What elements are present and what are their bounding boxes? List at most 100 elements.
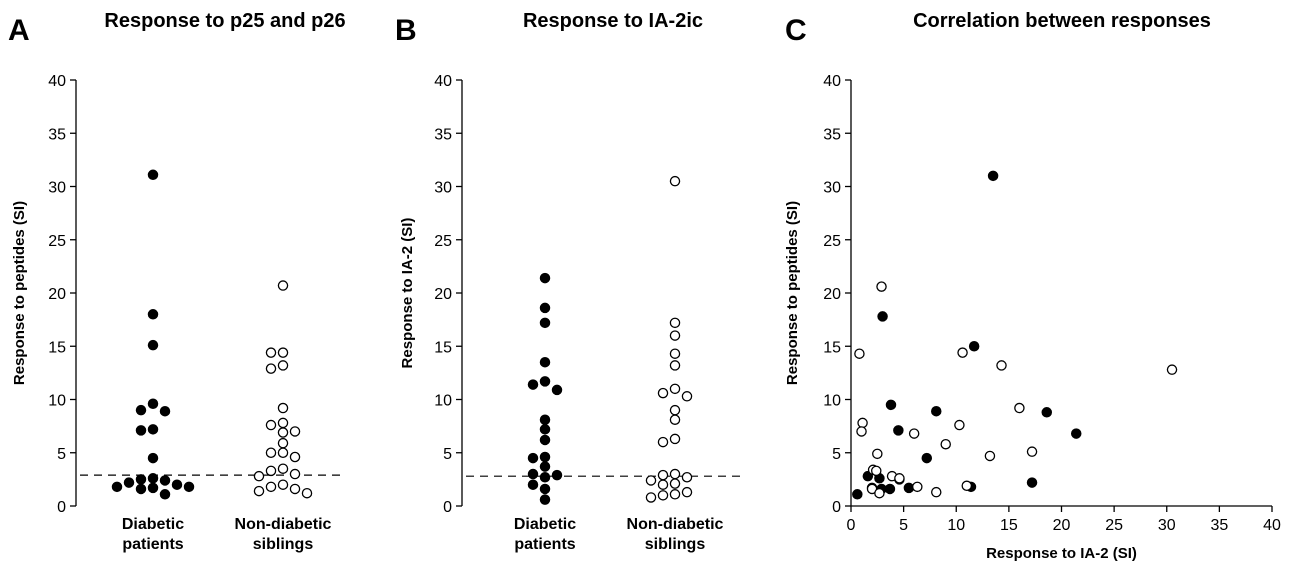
- panel-c-sibling-point: [874, 487, 885, 499]
- panel-a-y-tick-label: 35: [48, 126, 66, 143]
- panel-c-patient-point: [1026, 477, 1038, 488]
- panel-b-y-tick-label: 40: [434, 73, 452, 90]
- panel-c-y-tick-label: 5: [832, 446, 841, 463]
- panel-a-sibling-point: [265, 465, 277, 477]
- panel-c-sibling-point: [912, 481, 923, 493]
- panel-b-letter: B: [395, 14, 417, 47]
- panel-c-x-tick-label: 35: [1210, 517, 1228, 534]
- panel-b-patient-point: [527, 379, 539, 390]
- panel-b-y-tick-label: 0: [443, 499, 452, 516]
- panel-b-y-tick-label: 25: [434, 233, 452, 250]
- panel-c-patient-point: [987, 170, 999, 182]
- panel-c-x-axis-label: Response to IA-2 (SI): [986, 545, 1137, 562]
- panel-b-sibling-point: [669, 433, 681, 445]
- panel-b-patient-point: [539, 494, 551, 505]
- panel-c-patient-point: [968, 340, 980, 352]
- panel-a-sibling-point: [253, 485, 265, 497]
- panel-a-sibling-point: [265, 347, 277, 358]
- panel-a-sibling-point: [277, 427, 289, 438]
- panel-c-patient-point: [852, 489, 863, 500]
- panel-c-sibling-point: [1014, 402, 1025, 414]
- panel-b-y-tick-label: 30: [434, 180, 452, 197]
- panel-a-patient-point: [159, 489, 171, 500]
- panel-c-y-tick-label: 20: [823, 286, 841, 303]
- panel-a-y-tick-label: 15: [48, 339, 66, 356]
- panel-a-y-tick-label: 10: [48, 393, 66, 410]
- panel-a-y-tick-label: 30: [48, 180, 66, 197]
- panel-b-y-tick-label: 5: [443, 446, 452, 463]
- panel-a-y-axis-label: Response to peptides (SI): [11, 201, 28, 385]
- panel-a-sibling-point: [289, 468, 301, 480]
- panel-b-sibling-point: [681, 486, 693, 498]
- panel-b-patient-point: [539, 414, 551, 425]
- panel-b-sibling-point: [669, 383, 681, 395]
- panel-c-patient-point: [903, 482, 915, 494]
- panel-b-sibling-point: [669, 489, 681, 500]
- panel-c-sibling-point: [908, 428, 920, 439]
- panel-b-sibling-point: [669, 478, 681, 489]
- panel-a-category-label: Non-diabetic siblings: [235, 516, 332, 553]
- panel-b-patient-point: [551, 469, 563, 481]
- panel-a-patient-point: [171, 479, 183, 490]
- panel-b-patient-point: [539, 424, 551, 435]
- panel-a-sibling-point: [277, 347, 289, 358]
- panel-c-y-tick-label: 15: [823, 339, 841, 356]
- panel-b-title: Response to IA-2ic: [523, 10, 703, 32]
- panel-b-patient-point: [539, 302, 551, 314]
- panel-a-patient-point: [111, 481, 123, 493]
- panel-b-sibling-point: [669, 404, 681, 416]
- panel-a-y-tick-label: 25: [48, 233, 66, 250]
- panel-a-sibling-point: [301, 487, 313, 499]
- panel-c-patient-point: [885, 399, 897, 411]
- panel-a-patient-point: [147, 473, 159, 484]
- panel-b-patient-point: [527, 468, 539, 480]
- panel-c-sibling-point: [894, 473, 905, 484]
- panel-a-sibling-point: [289, 483, 301, 495]
- panel-a-chart: 0 5 10 15 20 25 30 35 40 Response to peptides (SI…: [11, 73, 345, 553]
- panel-a-sibling-point: [277, 447, 289, 458]
- panel-c-sibling-point: [872, 448, 883, 460]
- panel-b-sibling-point: [657, 387, 669, 399]
- panel-a-patient-point: [183, 481, 195, 493]
- panel-a-y-tick-label: 5: [57, 446, 66, 463]
- panel-b-sibling-point: [669, 360, 681, 371]
- panel-c-sibling-point: [856, 426, 867, 437]
- panel-c-sibling-point: [957, 347, 968, 358]
- panel-b-y-tick-label: 20: [434, 286, 452, 303]
- panel-b-sibling-point: [669, 414, 681, 425]
- panel-c-x-tick-label: 25: [1105, 517, 1123, 534]
- panel-b-sibling-point: [657, 490, 669, 501]
- panel-a-sibling-point: [277, 463, 289, 474]
- panel-c-y-tick-label: 35: [823, 126, 841, 143]
- panel-a-patient-point: [147, 309, 159, 320]
- panel-c-y-tick-label: 40: [823, 73, 841, 90]
- panel-a-y-tick-label: 20: [48, 286, 66, 303]
- panel-b-patient-point: [539, 461, 551, 472]
- panel-a-sibling-point: [265, 419, 277, 431]
- panel-a-sibling-point: [289, 451, 301, 463]
- panel-b-patient-point: [539, 356, 551, 368]
- panel-c-x-tick-label: 5: [899, 517, 908, 534]
- panel-c-sibling-point: [996, 360, 1007, 371]
- panel-a-sibling-point: [277, 417, 289, 429]
- panel-a-sibling-point: [265, 363, 277, 374]
- panel-b-chart: 0 5 10 15 20 25 30 35 40 Response to IA-2 (SI) Dia…: [399, 73, 742, 553]
- panel-c-sibling-point: [961, 480, 973, 492]
- panel-c-y-tick-label: 30: [823, 180, 841, 197]
- panel-c-x-tick-label: 10: [947, 517, 965, 534]
- panel-a-patient-point: [147, 482, 159, 494]
- panel-a-patient-point: [147, 424, 159, 435]
- panel-a-patient-point: [123, 477, 135, 488]
- panel-a-letter: A: [8, 14, 30, 47]
- panel-c-x-tick-label: 0: [847, 517, 856, 534]
- panel-a-patient-point: [147, 339, 159, 351]
- panel-c-sibling-point: [854, 348, 865, 359]
- panel-b-sibling-point: [657, 479, 669, 490]
- panel-a-sibling-point: [289, 426, 301, 437]
- panel-c-title: Correlation between responses: [913, 10, 1211, 32]
- panel-a-sibling-point: [277, 360, 289, 371]
- panel-c-x-tick-label: 40: [1263, 517, 1281, 534]
- panel-a-sibling-point: [265, 481, 277, 493]
- panel-a-patient-point: [135, 474, 147, 485]
